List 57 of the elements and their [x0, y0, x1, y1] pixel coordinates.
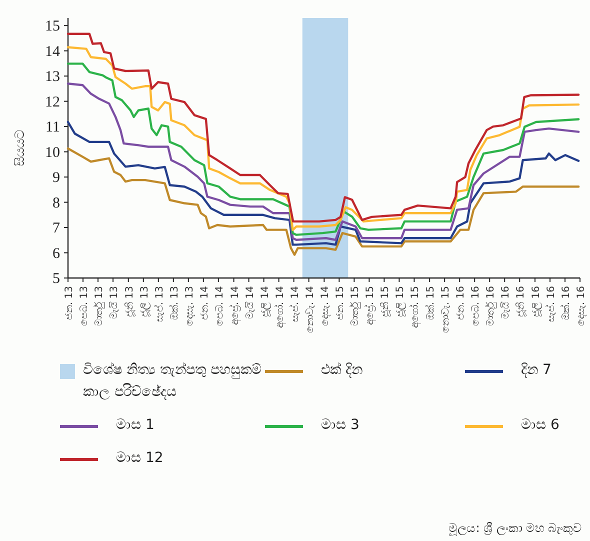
x-tick-label: අප්‍රේ. 14 [228, 286, 241, 326]
x-tick-label: සැප්. 13 [152, 286, 166, 322]
y-axis-title: සියයට [13, 130, 28, 166]
legend-label: මාස 3 [321, 416, 360, 435]
x-tick-label: දෙසැ. 16 [576, 286, 587, 326]
legend-label: එක් දින [321, 361, 362, 380]
line-series [66, 120, 580, 246]
x-tick-label: ඔක්. 13 [167, 286, 180, 320]
x-tick-label: මැයි 14 [244, 286, 256, 319]
x-tick-label: මාර්තු 15 [349, 286, 362, 326]
y-tick-label: 6 [52, 246, 60, 262]
y-tick-label: 13 [45, 69, 60, 86]
x-tick-label: නොවැ. 14 [304, 286, 316, 334]
x-tick-label: නොවැ. 15 [440, 286, 452, 334]
y-tick-label: 7 [52, 220, 60, 237]
y-tick-label: 11 [46, 120, 60, 136]
x-tick-label: සැප්. 14 [288, 286, 301, 322]
x-tick-label: ජන. 15 [335, 286, 346, 320]
x-tick-label: ජූනි 15 [380, 286, 392, 317]
x-tick-label: ඔක්. 16 [558, 286, 572, 320]
legend-label: මාස 12 [116, 449, 164, 468]
line-series [66, 147, 580, 256]
x-tick-label: ජූනි 13 [124, 286, 136, 317]
x-tick-label: සැප්. 16 [544, 286, 557, 322]
x-tick-label: ජූලි 15 [395, 286, 406, 317]
legend-label: මාස 1 [116, 416, 154, 435]
x-tick-label: ජූලි 16 [530, 286, 542, 317]
x-tick-label: අගෝ. 15 [408, 286, 422, 328]
y-tick-label: 12 [45, 94, 60, 110]
x-tick-label: දෙසැ. 13 [184, 286, 196, 326]
x-tick-label: දෙසැ. 14 [320, 286, 332, 326]
x-tick-label: ජූලි 13 [139, 286, 150, 317]
x-tick-label: මැයි 16 [500, 286, 512, 319]
x-tick-label: අගෝ. 14 [272, 286, 286, 328]
x-tick-label: පෙබ. 13 [79, 286, 90, 326]
y-tick-label: 8 [52, 195, 60, 212]
y-tick-label: 5 [52, 271, 60, 287]
y-tick-label: 14 [45, 44, 60, 60]
text: මූලය: ශ්‍රී ලංකා මහ බැංකුව [448, 521, 582, 535]
legend-label: විශේෂ නිත්‍ය තැන්පතු පහසුකම් කාල පරිච්ඡේදය [83, 361, 262, 402]
y-tick-label: 9 [52, 170, 60, 186]
x-tick-label: මාර්තු 13 [93, 286, 106, 326]
x-tick-label: පෙබ. 16 [470, 286, 482, 326]
legend-label: මාස 6 [521, 416, 560, 435]
y-tick-label: 15 [45, 18, 60, 35]
x-tick-label: ජන. 13 [64, 286, 75, 320]
x-tick-label: ජූනි 16 [516, 286, 527, 317]
x-tick-label: අප්‍රේ. 15 [363, 286, 376, 326]
y-tick-label: 10 [45, 144, 60, 161]
x-tick-label: මාර්තු 16 [484, 286, 497, 326]
x-tick-label: පෙබ. 14 [214, 286, 226, 326]
x-tick-label: මැයි 13 [109, 286, 120, 319]
x-tick-label: ජන. 16 [456, 286, 467, 320]
x-tick-label: ජන. 14 [199, 286, 210, 320]
x-tick-label: ජූලි 14 [260, 286, 271, 317]
x-tick-label: ඔක්. 15 [424, 286, 437, 320]
legend-label: දින 7 [521, 361, 552, 380]
